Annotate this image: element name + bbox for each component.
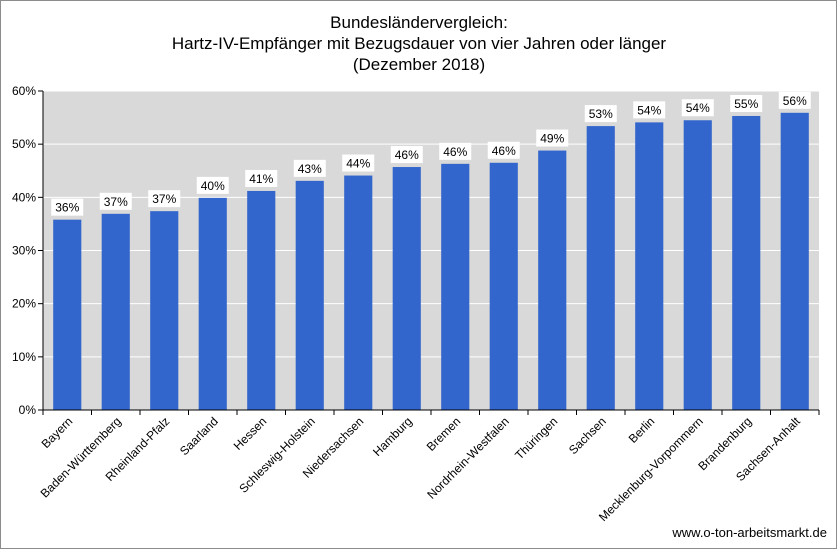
bar xyxy=(344,175,373,410)
data-label-box xyxy=(245,169,278,187)
bar xyxy=(247,190,276,410)
bar xyxy=(780,112,809,410)
chart-title: Bundesländervergleich: Hartz-IV-Empfänge… xyxy=(172,13,667,74)
bar xyxy=(489,162,518,410)
data-label: 46% xyxy=(492,144,516,158)
data-label-box xyxy=(778,91,811,109)
x-tick-label: Hamburg xyxy=(370,414,415,459)
data-label-box xyxy=(342,154,375,172)
data-label-box xyxy=(633,101,666,119)
y-tick-label: 60% xyxy=(12,84,36,98)
data-label-box xyxy=(487,141,520,159)
x-tick-label: Mecklenburg-Vorpommern xyxy=(596,414,706,524)
data-label-box xyxy=(536,129,569,147)
data-label-box xyxy=(681,99,714,117)
x-tick-label: Hessen xyxy=(231,414,270,453)
data-label: 44% xyxy=(346,157,370,171)
bar xyxy=(441,163,470,410)
y-axis-ticks: 0% 10% 20% 30% 40% 50% 60% xyxy=(12,84,43,417)
y-tick-label: 50% xyxy=(12,137,36,151)
data-label: 37% xyxy=(152,192,176,206)
y-tick-label: 10% xyxy=(12,350,36,364)
bar xyxy=(683,120,712,410)
source-label: www.o-ton-arbeitsmarkt.de xyxy=(671,525,827,540)
x-tick-label: Saarland xyxy=(177,414,221,458)
x-tick-label: Baden-Württemberg xyxy=(38,414,124,500)
y-tick-label: 0% xyxy=(19,403,37,417)
data-label: 46% xyxy=(443,145,467,159)
y-tick-label: 40% xyxy=(12,190,36,204)
x-tick-label: Bayern xyxy=(39,414,76,451)
data-labels: 36% 37% 37% 40% 41% 43% 44% 46% 46% 46% 49% 53% 54% 5… xyxy=(51,91,811,216)
y-tick-label: 20% xyxy=(12,297,36,311)
x-tick-label: Nordrhein-Westfalen xyxy=(424,414,512,502)
chart-title-line-1: Bundesländervergleich: xyxy=(330,13,508,32)
data-label-box xyxy=(439,142,472,160)
data-label-box xyxy=(293,159,326,177)
x-tick-label: Thüringen xyxy=(512,414,560,462)
data-label-box xyxy=(196,176,229,194)
data-label: 56% xyxy=(783,94,807,108)
data-label: 36% xyxy=(55,201,79,215)
data-label: 49% xyxy=(540,132,564,146)
data-label: 55% xyxy=(734,97,758,111)
x-tick-label: Berlin xyxy=(626,414,658,446)
bar xyxy=(101,213,130,410)
data-label: 37% xyxy=(104,195,128,209)
data-label: 40% xyxy=(201,179,225,193)
bar xyxy=(150,211,179,410)
data-label-box xyxy=(730,94,763,112)
bar xyxy=(392,167,421,410)
x-tick-label: Bremen xyxy=(424,414,464,454)
bar xyxy=(635,122,664,410)
bar xyxy=(198,197,227,410)
y-tick-label: 30% xyxy=(12,244,36,258)
data-label: 43% xyxy=(298,162,322,176)
chart-title-line-2: Hartz-IV-Empfänger mit Bezugsdauer von v… xyxy=(172,34,667,53)
bar xyxy=(538,150,567,410)
data-label: 41% xyxy=(249,172,273,186)
x-tick-label: Sachsen xyxy=(566,414,609,457)
data-label-box xyxy=(390,146,423,164)
bars xyxy=(53,112,809,410)
data-label: 46% xyxy=(395,148,419,162)
data-label-box xyxy=(99,192,132,210)
bar xyxy=(295,180,324,410)
bar xyxy=(732,115,761,410)
data-label-box xyxy=(148,190,181,208)
bar xyxy=(586,126,615,410)
data-label-box xyxy=(584,105,617,123)
bar xyxy=(53,219,82,410)
data-label-box xyxy=(51,198,84,216)
data-label: 54% xyxy=(686,101,710,115)
data-label: 53% xyxy=(589,107,613,121)
chart-title-line-3: (Dezember 2018) xyxy=(353,55,485,74)
data-label: 54% xyxy=(637,103,661,117)
